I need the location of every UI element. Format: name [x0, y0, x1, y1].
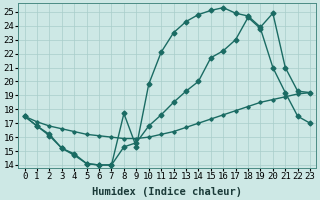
X-axis label: Humidex (Indice chaleur): Humidex (Indice chaleur): [92, 186, 242, 197]
